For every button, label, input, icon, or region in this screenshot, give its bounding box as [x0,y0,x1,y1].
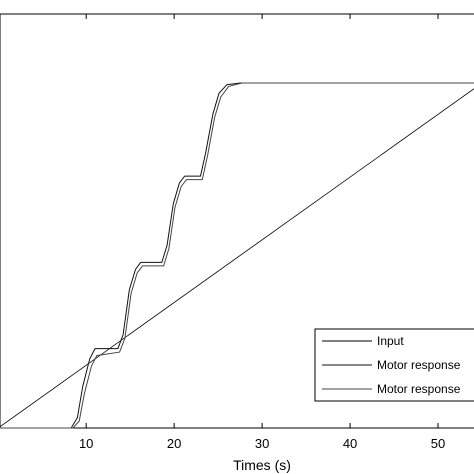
plot-frame [0,13,474,429]
x-tick-label: 10 [79,436,93,451]
x-tick-label: 50 [431,436,445,451]
x-axis-label: Times (s) [233,457,291,473]
x-tick-label: 40 [343,436,357,451]
x-tick-label: 20 [167,436,181,451]
series-line-3 [0,82,474,429]
series-line-2 [0,82,474,429]
series-line-1 [0,88,474,428]
legend-label: Input [377,334,404,348]
series-layer [0,82,474,429]
legend: Input Motor response Motor response [314,328,474,402]
x-tick-label: 30 [255,436,269,451]
ticks-layer: 10 20 30 40 50 [79,14,445,451]
legend-label: Motor response [377,382,461,396]
legend-label: Motor response [377,358,461,372]
plot-border [0,13,474,429]
